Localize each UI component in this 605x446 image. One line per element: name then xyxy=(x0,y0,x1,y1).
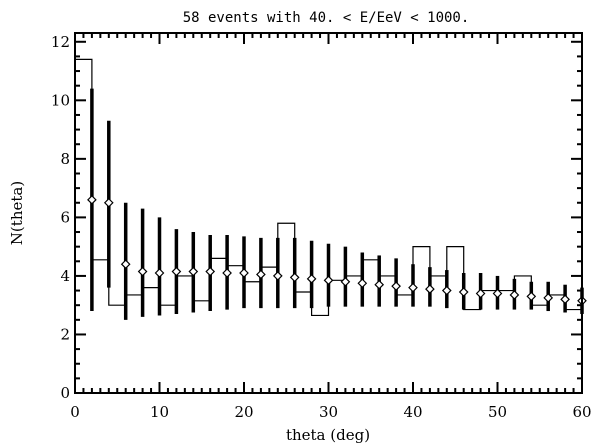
data-point xyxy=(206,268,214,276)
x-tick-label: 60 xyxy=(572,403,591,421)
plot-area xyxy=(75,59,586,319)
y-tick-label: 6 xyxy=(60,208,70,226)
data-point xyxy=(172,268,180,276)
chart-title: 58 events with 40. < E/EeV < 1000. xyxy=(183,10,470,26)
y-tick-label: 8 xyxy=(60,150,70,168)
data-point xyxy=(426,285,434,293)
x-axis: 0 10 20 30 40 50 60 xyxy=(70,33,591,421)
data-point xyxy=(308,275,316,283)
data-point xyxy=(189,268,197,276)
data-point xyxy=(139,268,147,276)
data-point xyxy=(341,278,349,286)
data-point xyxy=(510,291,518,299)
data-point xyxy=(392,282,400,290)
data-point xyxy=(443,287,451,295)
data-point xyxy=(291,273,299,281)
data-point xyxy=(527,292,535,300)
x-tick-label: 30 xyxy=(319,403,338,421)
y-tick-label: 10 xyxy=(51,91,70,109)
data-point xyxy=(358,279,366,287)
y-axis: 0 2 4 6 8 10 12 xyxy=(51,33,582,402)
data-point xyxy=(257,270,265,278)
x-axis-label: theta (deg) xyxy=(286,426,370,444)
data-point xyxy=(223,269,231,277)
data-point xyxy=(105,199,113,207)
y-axis-label: N(theta) xyxy=(8,181,26,245)
x-tick-label: 10 xyxy=(150,403,169,421)
data-point xyxy=(561,295,569,303)
y-tick-label: 4 xyxy=(60,267,70,285)
data-point xyxy=(325,276,333,284)
y-tick-label: 0 xyxy=(60,384,70,402)
x-tick-label: 0 xyxy=(70,403,80,421)
data-point xyxy=(122,260,130,268)
x-tick-label: 40 xyxy=(403,403,422,421)
data-point xyxy=(240,269,248,277)
x-tick-label: 50 xyxy=(488,403,507,421)
data-point xyxy=(156,269,164,277)
data-point xyxy=(409,284,417,292)
x-tick-label: 20 xyxy=(234,403,253,421)
data-point xyxy=(88,196,96,204)
data-point xyxy=(274,272,282,280)
data-point xyxy=(375,281,383,289)
data-point xyxy=(460,288,468,296)
y-tick-label: 12 xyxy=(51,33,70,51)
y-tick-label: 2 xyxy=(60,325,70,343)
plot-frame xyxy=(75,33,582,393)
